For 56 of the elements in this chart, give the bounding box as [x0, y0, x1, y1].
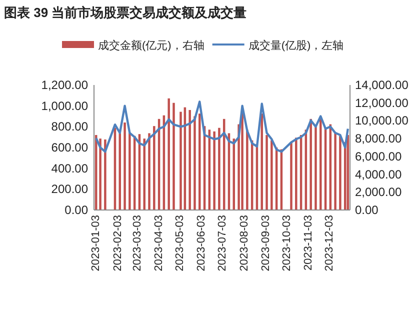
bar: [168, 98, 170, 210]
y-tick-label: 400.00: [51, 161, 88, 176]
bar: [194, 116, 196, 210]
chart-title: 图表 39 当前市场股票交易成交额及成交量: [4, 5, 247, 20]
y-tick-label: 200.00: [51, 182, 88, 196]
bar: [104, 139, 106, 210]
y2-tick-label: 6,000.00: [355, 149, 402, 164]
bar: [188, 110, 191, 210]
x-tick-label: 2023-10-03: [281, 215, 294, 272]
x-tick-label: 2023-08-03: [238, 215, 250, 272]
x-tick-label: 2023-11-03: [302, 215, 315, 270]
bar: [314, 126, 317, 210]
y2-tick-label: 8,000.00: [355, 132, 402, 146]
bar: [99, 138, 102, 210]
y2-tick-label: 0.00: [355, 203, 379, 217]
x-tick-label: 2023-05-03: [174, 215, 186, 272]
bar: [218, 128, 220, 210]
y2-tick-label: 14,000.00: [355, 78, 409, 92]
bar: [339, 136, 342, 210]
x-tick-label: 2023-02-03: [112, 215, 124, 272]
bar: [241, 112, 244, 210]
x-tick-label: 2023-12-03: [324, 215, 336, 272]
line-series: [95, 100, 349, 153]
bar: [213, 131, 216, 210]
bar: [180, 112, 182, 210]
bar: [270, 140, 273, 210]
bar: [260, 114, 263, 210]
x-tick-label: 2023-03-03: [131, 215, 144, 272]
x-tick-label: 2023-04-03: [153, 215, 166, 272]
bar: [148, 133, 150, 210]
legend-label: 成交金额(亿元)，右轴: [98, 39, 204, 52]
y-tick-label: 1,000.00: [41, 98, 88, 113]
y2-tick-label: 10,000.00: [355, 114, 409, 128]
y2-tick-label: 2,000.00: [355, 185, 402, 200]
legend-label: 成交量(亿股)，左轴: [248, 39, 344, 52]
bar: [266, 135, 268, 210]
bar: [128, 132, 131, 210]
x-tick-label: 2023-06-03: [196, 215, 208, 272]
y-tick-label: 0.00: [64, 203, 88, 217]
x-tick-label: 2023-07-03: [216, 215, 229, 272]
bar: [153, 126, 156, 210]
y-tick-label: 800.00: [51, 120, 88, 134]
bar: [246, 130, 248, 210]
y2-tick-label: 4,000.00: [355, 167, 402, 182]
y-tick-label: 1,200.00: [41, 78, 88, 92]
bar: [172, 102, 175, 210]
bar: [290, 142, 292, 210]
y2-tick-label: 12,000.00: [355, 96, 409, 110]
bar: [124, 122, 126, 210]
x-tick-label: 2023-01-03: [90, 215, 102, 272]
bar: [143, 138, 146, 210]
bar: [334, 133, 336, 210]
bar: [310, 118, 312, 210]
y-tick-label: 600.00: [51, 140, 88, 154]
bar: [295, 138, 298, 210]
x-tick-label: 2023-09-03: [260, 215, 272, 272]
